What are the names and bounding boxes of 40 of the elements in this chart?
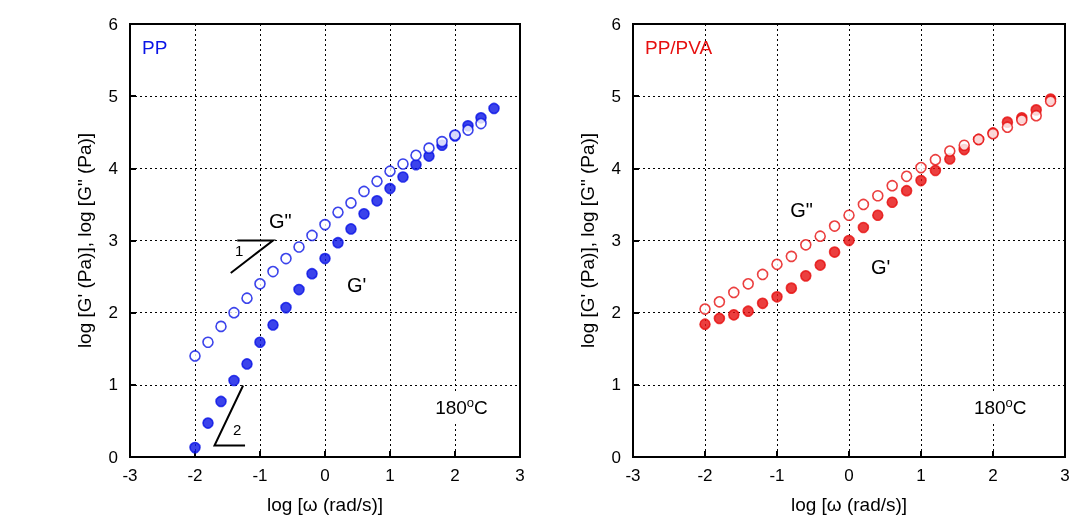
y-tick-label: 0 [108, 447, 118, 467]
series-label: G" [790, 199, 813, 222]
y-axis-title: log [G' (Pa)], log [G" (Pa)] [577, 132, 598, 349]
y-tick-label: 1 [611, 375, 621, 395]
series-label: G" [269, 209, 292, 232]
x-axis-title: log [ω (rad/s)] [266, 494, 384, 515]
x-axis-title: log [ω (rad/s)] [790, 494, 908, 515]
x-tick-label: 0 [320, 466, 330, 485]
y-tick-label: 2 [611, 303, 621, 323]
text: PP/PVA [645, 37, 713, 58]
x-tick-label: -3 [625, 466, 641, 485]
y-tick-label: 3 [108, 231, 118, 250]
x-tick-label: 1 [385, 466, 395, 485]
y-tick-label: 4 [611, 158, 621, 178]
annotation: 2 [233, 421, 242, 439]
y-tick-label: 5 [611, 86, 621, 106]
y-tick-label: 2 [108, 303, 118, 323]
y-tick-label: 0 [611, 447, 621, 467]
y-tick-label: 1 [108, 375, 118, 395]
x-tick-label: 1 [916, 466, 926, 485]
x-tick-label: -2 [187, 466, 203, 485]
text: PP [142, 37, 168, 58]
y-tick-label: 6 [611, 14, 621, 34]
annotation: 1 [235, 242, 244, 260]
y-tick-label: 5 [108, 86, 118, 106]
x-tick-label: -3 [122, 466, 138, 485]
x-tick-label: -1 [769, 466, 785, 485]
y-tick-label: 4 [108, 158, 118, 178]
x-tick-label: 2 [450, 466, 460, 485]
x-tick-label: 0 [844, 466, 854, 485]
x-tick-label: 3 [515, 466, 525, 485]
x-tick-label: 2 [988, 466, 998, 485]
x-tick-label: 3 [1060, 466, 1070, 485]
series-label: G' [347, 273, 367, 296]
x-tick-label: -2 [697, 466, 713, 485]
y-axis-title: log [G' (Pa)], log [G" (Pa)] [74, 132, 95, 349]
y-tick-label: 6 [108, 14, 118, 34]
x-tick-label: -1 [252, 466, 268, 485]
series-label: G' [871, 255, 891, 278]
y-tick-label: 3 [611, 231, 621, 250]
